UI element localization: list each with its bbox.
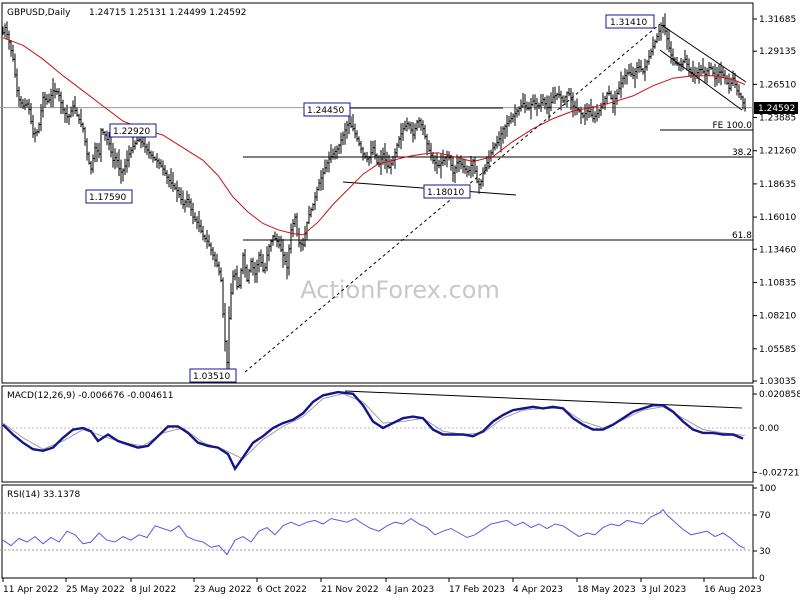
macd-title: MACD(12,26,9) -0.006676 -0.004611 xyxy=(7,391,173,401)
label-swing2: 1.17590 xyxy=(89,193,126,203)
rsi-main-line xyxy=(2,508,746,556)
last-price-label: 1.24592 xyxy=(758,104,795,114)
last-price-box xyxy=(754,102,798,114)
macd-tick-label: 0.00 xyxy=(759,424,779,434)
channel-lower-line xyxy=(659,49,743,111)
price-tick-label: 1.29135 xyxy=(759,47,796,57)
x-tick-label: 11 Apr 2022 xyxy=(3,585,59,595)
label-box-support xyxy=(423,184,471,199)
price-tick-label: 1.13460 xyxy=(759,245,796,255)
label-box-swing1 xyxy=(109,123,157,138)
x-tick-label: 8 Jul 2022 xyxy=(131,585,176,595)
price-tick-label: 1.18635 xyxy=(759,180,796,190)
price-tick-label: 1.03035 xyxy=(759,377,796,387)
price-tick-label: 1.26510 xyxy=(759,80,796,90)
rsi-tick-label: 30 xyxy=(759,547,771,557)
rsi-panel: RSI(14) 33.1378 100 70 30 0 xyxy=(0,484,776,584)
rsi-panel-frame xyxy=(1,484,754,579)
x-tick-label: 6 Oct 2022 xyxy=(257,585,307,595)
label-swing1: 1.22920 xyxy=(113,127,150,137)
macd-tick-label: 0.020858 xyxy=(759,390,800,400)
label-box-resistance xyxy=(303,102,351,117)
price-tick-label: 1.31685 xyxy=(759,15,796,25)
candles xyxy=(2,13,746,374)
price-panel-frame xyxy=(1,2,754,384)
fib-fe100-label: FE 100.0 xyxy=(713,121,753,131)
price-tick-label: 1.08210 xyxy=(759,312,796,322)
x-tick-label: 18 May 2023 xyxy=(577,585,636,595)
x-tick-label: 25 May 2022 xyxy=(66,585,125,595)
rsi-tick-label: 70 xyxy=(759,511,771,521)
macd-y-axis: 0.020858 0.00 -0.027213 xyxy=(753,390,800,478)
x-tick-label: 4 Apr 2023 xyxy=(513,585,563,595)
x-tick-label: 4 Jan 2023 xyxy=(386,585,434,595)
label-box-low xyxy=(189,368,237,383)
price-labels: 1.31410 1.24450 1.22920 1.17590 1.18010 … xyxy=(85,14,798,383)
x-tick-label: 3 Jul 2023 xyxy=(641,585,686,595)
label-box-swing2 xyxy=(85,189,133,204)
x-tick-label: 17 Feb 2023 xyxy=(449,585,505,595)
price-tick-label: 1.21260 xyxy=(759,147,796,157)
macd-main-line xyxy=(2,390,744,472)
macd-tick-label: -0.027213 xyxy=(759,468,800,478)
x-tick-label: 16 Aug 2023 xyxy=(704,585,762,595)
price-tick-label: 1.05585 xyxy=(759,345,796,355)
chart-header-symbol: GBPUSD,Daily xyxy=(7,8,71,18)
fib-61-label: 61.8 xyxy=(732,231,752,241)
x-tick-label: 21 Nov 2022 xyxy=(321,585,379,595)
price-tick-label: 1.16010 xyxy=(759,213,796,223)
label-high: 1.31410 xyxy=(610,18,647,28)
label-box-high xyxy=(605,14,655,29)
price-y-axis: 1.31685 1.29135 1.26510 1.23885 1.21260 1.186… xyxy=(753,15,796,387)
watermark: ActionForex.com xyxy=(300,276,500,304)
macd-panel: MACD(12,26,9) -0.006676 -0.004611 0.0208… xyxy=(0,385,800,483)
label-support: 1.18010 xyxy=(427,188,464,198)
fib-38-label: 38.2 xyxy=(732,148,752,158)
rsi-title: RSI(14) 33.1378 xyxy=(7,490,80,500)
channel-upper-line xyxy=(662,25,747,83)
x-tick-label: 23 Aug 2022 xyxy=(194,585,252,595)
macd-panel-frame xyxy=(1,385,754,483)
label-resistance: 1.24450 xyxy=(307,106,344,116)
chart-header-ohlc: 1.24715 1.25131 1.24499 1.24592 xyxy=(89,8,246,18)
x-axis: 11 Apr 2022 25 May 2022 8 Jul 2022 23 Aug 2… xyxy=(2,578,762,595)
price-panel: ActionForex.com GBPUSD,Daily 1.24715 1.2… xyxy=(0,2,798,387)
macd-trendline xyxy=(344,390,743,409)
price-tick-label: 1.10835 xyxy=(759,278,796,288)
rsi-tick-label: 100 xyxy=(759,484,776,494)
label-low: 1.03510 xyxy=(193,372,230,382)
rsi-tick-label: 0 xyxy=(759,574,765,584)
rsi-y-axis: 100 70 30 0 xyxy=(753,484,776,584)
price-tick-label: 1.23885 xyxy=(759,114,796,124)
